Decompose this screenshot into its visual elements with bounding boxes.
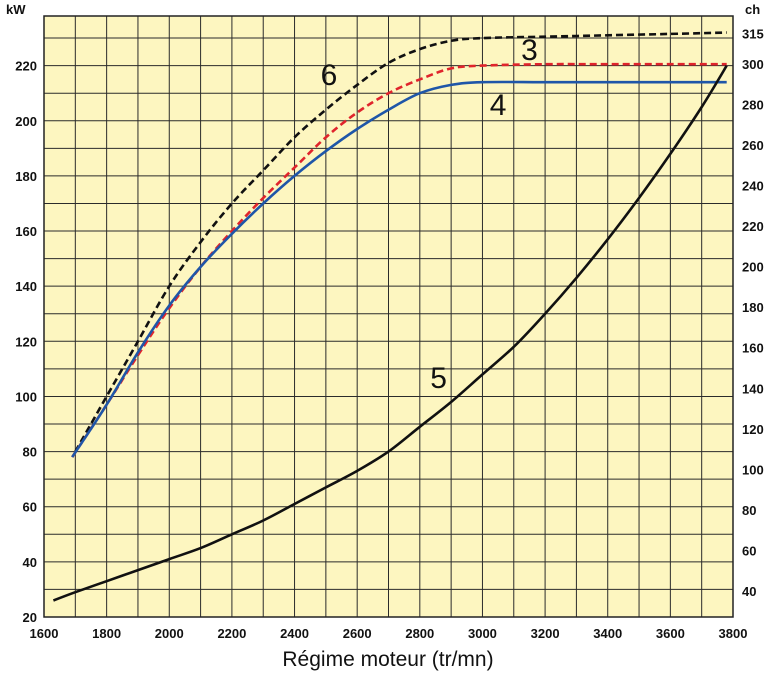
y-left-tick-label: 220 — [15, 59, 37, 74]
y-left-tick-label: 40 — [23, 555, 37, 570]
series-line-5 — [52, 64, 728, 602]
curve-label-6: 6 — [321, 59, 338, 92]
y-left-axis-ticks: 20 40 60 80 100 120 140 160 180 200 220 — [15, 59, 37, 625]
y-right-tick-label: 180 — [742, 300, 764, 315]
x-tick-label: 3200 — [531, 626, 560, 641]
y-right-tick-label: 60 — [742, 543, 756, 558]
y-right-tick-label: 200 — [742, 260, 764, 275]
y-right-tick-label: 280 — [742, 97, 764, 112]
y-left-tick-label: 100 — [15, 389, 37, 404]
x-tick-label: 3600 — [656, 626, 685, 641]
x-tick-label: 2000 — [155, 626, 184, 641]
x-axis-ticks: 1600 1800 2000 2200 2400 2600 2800 3000 3200 3400… — [30, 626, 748, 641]
y-right-tick-label: 240 — [742, 178, 764, 193]
y-right-tick-label: 80 — [742, 503, 756, 518]
y-left-unit-label: kW — [6, 2, 26, 17]
y-left-tick-label: 160 — [15, 224, 37, 239]
y-right-tick-label: 160 — [742, 341, 764, 356]
plot-frame — [43, 15, 734, 618]
y-right-tick-label: 220 — [742, 219, 764, 234]
x-tick-label: 3000 — [468, 626, 497, 641]
x-tick-label: 3800 — [719, 626, 748, 641]
y-left-tick-label: 120 — [15, 334, 37, 349]
series-line-6 — [74, 31, 727, 453]
y-right-tick-label: 40 — [742, 584, 756, 599]
y-left-tick-label: 180 — [15, 169, 37, 184]
x-tick-label: 2200 — [217, 626, 246, 641]
y-right-tick-label: 100 — [742, 462, 764, 477]
y-right-tick-label: 300 — [742, 57, 764, 72]
curve-labels: 6 34 5 — [321, 34, 538, 395]
y-left-tick-label: 200 — [15, 114, 37, 129]
x-tick-label: 3400 — [593, 626, 622, 641]
x-tick-label: 2400 — [280, 626, 309, 641]
series-layer — [52, 31, 728, 602]
y-right-tick-label: 315 — [742, 26, 764, 41]
y-right-tick-label: 140 — [742, 381, 764, 396]
curve-label-3: 3 — [521, 34, 538, 67]
curve-label-4: 4 — [490, 89, 507, 122]
series-line-4 — [71, 80, 727, 458]
y-left-tick-label: 80 — [23, 445, 37, 460]
x-tick-label: 2600 — [343, 626, 372, 641]
y-right-tick-label: 120 — [742, 422, 764, 437]
x-tick-label: 2800 — [405, 626, 434, 641]
grid — [44, 16, 733, 617]
x-tick-label: 1600 — [30, 626, 59, 641]
y-left-tick-label: 60 — [23, 500, 37, 515]
y-right-axis-ticks: 40 60 80 100 120 140 160 180 200 220 240 260 280 300 3… — [742, 26, 764, 599]
x-tick-label: 1800 — [92, 626, 121, 641]
y-right-unit-label: ch — [745, 2, 760, 17]
y-right-tick-label: 260 — [742, 138, 764, 153]
curve-label-5: 5 — [430, 362, 447, 395]
series-line-3 — [71, 62, 727, 458]
x-axis-title: Régime moteur (tr/mn) — [282, 648, 494, 671]
y-left-tick-label: 20 — [23, 610, 37, 625]
y-left-tick-label: 140 — [15, 279, 37, 294]
